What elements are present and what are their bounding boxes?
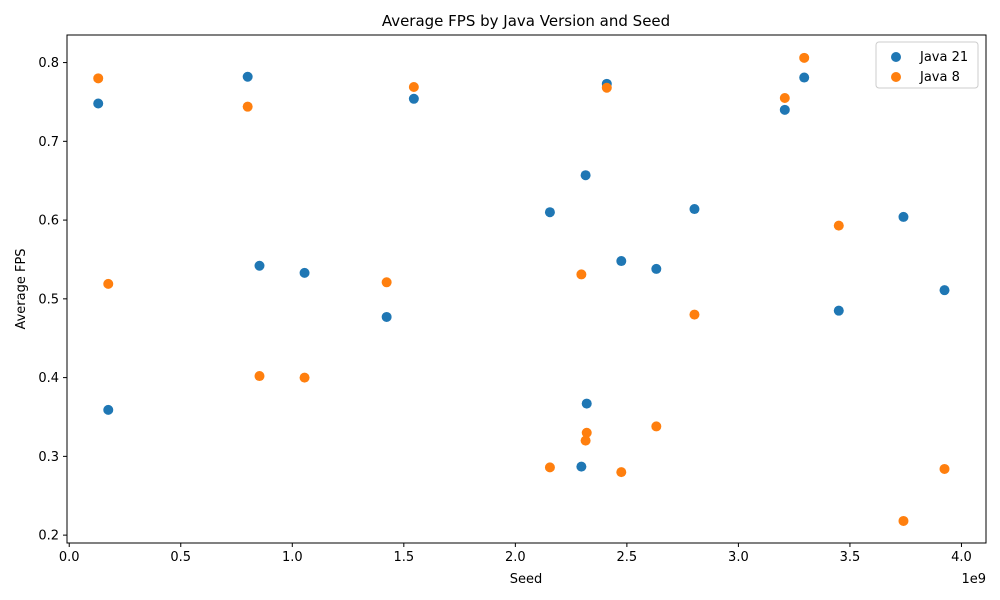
x-tick-label: 4.0 <box>951 550 972 565</box>
point-java-21 <box>616 256 627 267</box>
point-java-8 <box>544 462 555 473</box>
x-tick-label: 3.0 <box>728 550 749 565</box>
point-java-8 <box>651 421 662 432</box>
point-java-8 <box>601 82 612 93</box>
plot-frame <box>66 34 987 544</box>
y-tick-label: 0.6 <box>38 214 59 229</box>
legend-label-java-8: Java 8 <box>919 70 960 85</box>
point-java-21 <box>580 170 591 181</box>
legend-marker-java-21 <box>891 52 901 62</box>
point-java-8 <box>408 81 419 92</box>
point-java-8 <box>898 515 909 526</box>
point-java-21 <box>381 311 392 322</box>
point-java-21 <box>408 93 419 104</box>
point-java-8 <box>779 93 790 104</box>
y-tick-label: 0.3 <box>38 450 59 465</box>
x-offset-label: 1e9 <box>961 572 986 587</box>
point-java-8 <box>580 435 591 446</box>
point-java-21 <box>939 285 950 296</box>
legend-box <box>875 41 979 89</box>
point-java-8 <box>103 278 114 289</box>
point-java-21 <box>576 461 587 472</box>
chart-title: Average FPS by Java Version and Seed <box>382 12 670 30</box>
point-java-21 <box>93 98 104 109</box>
point-java-8 <box>689 309 700 320</box>
point-java-21 <box>833 305 844 316</box>
point-java-21 <box>651 263 662 274</box>
legend-label-java-21: Java 21 <box>919 50 968 65</box>
x-tick-label: 1.5 <box>393 550 414 565</box>
x-tick-label: 2.5 <box>617 550 638 565</box>
y-tick-label: 0.5 <box>38 292 59 307</box>
point-java-21 <box>581 398 592 409</box>
point-java-21 <box>544 207 555 218</box>
point-java-8 <box>616 467 627 478</box>
point-java-8 <box>833 220 844 231</box>
y-tick-label: 0.2 <box>38 529 59 544</box>
point-java-21 <box>779 104 790 115</box>
point-java-8 <box>939 463 950 474</box>
point-java-8 <box>799 52 810 63</box>
y-tick-label: 0.7 <box>38 135 59 150</box>
x-tick-label: 0.0 <box>59 550 80 565</box>
point-java-21 <box>799 72 810 83</box>
x-tick-label: 2.0 <box>505 550 526 565</box>
point-java-8 <box>242 101 253 112</box>
point-java-21 <box>898 211 909 222</box>
point-java-21 <box>689 204 700 215</box>
point-java-8 <box>299 372 310 383</box>
x-axis-ticks: 0.0 0.5 1.0 1.5 2.0 2.5 3.0 3.5 4.0 <box>59 543 972 565</box>
point-java-21 <box>242 71 253 82</box>
point-java-8 <box>576 269 587 280</box>
y-axis-label: Average FPS <box>14 248 29 329</box>
y-tick-label: 0.4 <box>38 371 59 386</box>
x-axis-label: Seed <box>510 572 543 587</box>
point-java-8 <box>93 73 104 84</box>
point-java-8 <box>381 277 392 288</box>
y-tick-label: 0.8 <box>38 56 59 71</box>
x-tick-label: 3.5 <box>840 550 861 565</box>
point-java-8 <box>254 371 265 382</box>
y-axis-ticks: 0.2 0.3 0.4 0.5 0.6 0.7 0.8 <box>38 56 67 544</box>
point-java-21 <box>299 267 310 278</box>
legend: Java 21 Java 8 <box>875 41 979 89</box>
point-java-21 <box>103 404 114 415</box>
point-java-8 <box>581 427 592 438</box>
x-tick-label: 0.5 <box>170 550 191 565</box>
legend-marker-java-8 <box>891 72 901 82</box>
point-java-21 <box>254 260 265 271</box>
x-tick-label: 1.0 <box>282 550 303 565</box>
data-points <box>93 52 950 526</box>
